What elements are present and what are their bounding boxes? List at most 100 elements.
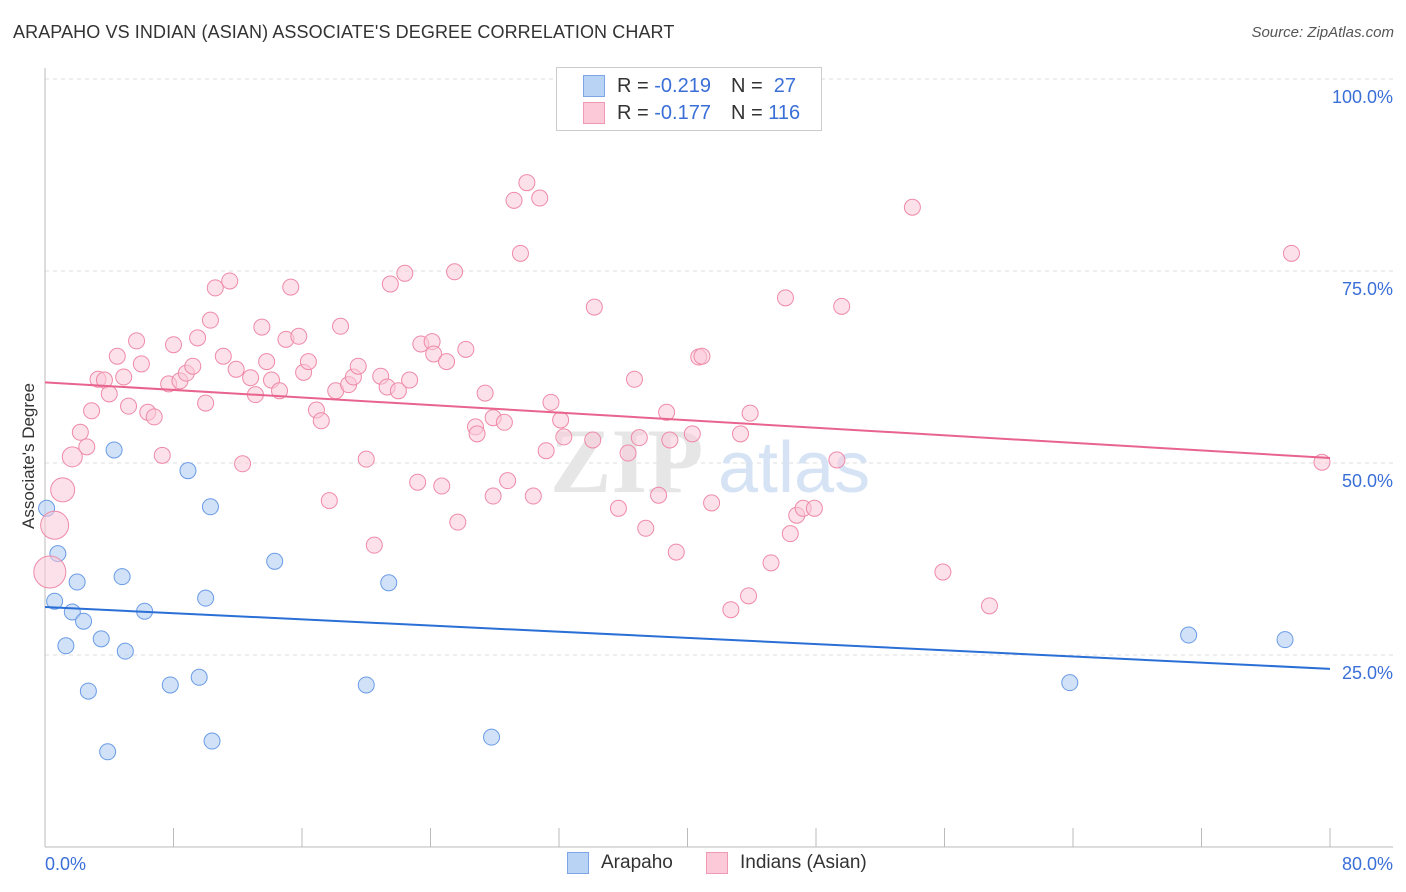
indian-point bbox=[50, 477, 76, 503]
indian-point bbox=[833, 297, 851, 315]
arapaho-point bbox=[79, 682, 97, 700]
indian-point bbox=[409, 473, 427, 491]
arapaho-point bbox=[203, 732, 221, 750]
indian-point bbox=[365, 536, 383, 554]
indian-point bbox=[153, 446, 171, 464]
arapaho-point bbox=[201, 498, 219, 516]
indian-point bbox=[425, 345, 443, 363]
indian-point bbox=[518, 174, 536, 192]
indian-point bbox=[805, 499, 823, 517]
indian-point bbox=[40, 510, 70, 540]
indian-point bbox=[201, 311, 219, 329]
indian-point bbox=[741, 404, 759, 422]
y-tick-label: 25.0% bbox=[1342, 663, 1393, 683]
indian-point bbox=[446, 263, 464, 281]
arapaho-point bbox=[161, 676, 179, 694]
indian-point bbox=[585, 298, 603, 316]
indian-point bbox=[552, 411, 570, 429]
indian-point bbox=[722, 601, 740, 619]
arapaho-point bbox=[105, 441, 123, 459]
legend-row-arapaho: R = -0.219 N = 27 bbox=[583, 74, 796, 98]
r-label: R = bbox=[617, 74, 649, 97]
arapaho-trend-line bbox=[44, 606, 1331, 670]
arapaho-point bbox=[357, 676, 375, 694]
indian-point bbox=[221, 272, 239, 290]
arapaho-point bbox=[92, 630, 110, 648]
arapaho-point bbox=[1180, 626, 1198, 644]
indian-point bbox=[33, 555, 67, 589]
indian-point bbox=[457, 340, 475, 358]
indian-point bbox=[282, 278, 300, 296]
x-tick-label: 80.0% bbox=[1342, 854, 1393, 874]
arapaho-point bbox=[46, 592, 64, 610]
indian-point bbox=[661, 431, 679, 449]
indian-point bbox=[667, 543, 685, 561]
indian-point bbox=[762, 554, 780, 572]
indian-point bbox=[271, 382, 289, 400]
indian-point bbox=[828, 451, 846, 469]
indian-point bbox=[227, 360, 245, 378]
indian-point bbox=[234, 455, 252, 473]
indian-point bbox=[189, 329, 207, 347]
arapaho-point bbox=[197, 589, 215, 607]
bottom-legend-arapaho: Arapaho bbox=[567, 852, 673, 874]
indian-point bbox=[132, 355, 150, 373]
arapaho-point bbox=[1061, 674, 1079, 692]
indian-point bbox=[83, 402, 101, 420]
indian-point bbox=[776, 289, 794, 307]
indian-point bbox=[658, 403, 676, 421]
arapaho-point bbox=[190, 668, 208, 686]
indian-point bbox=[1282, 244, 1300, 262]
indian-point bbox=[630, 429, 648, 447]
indian-point bbox=[499, 472, 517, 490]
series-name: Indians (Asian) bbox=[740, 852, 867, 873]
indian-point bbox=[100, 385, 118, 403]
indian-point bbox=[484, 487, 502, 505]
y-tick-label: 100.0% bbox=[1332, 87, 1393, 107]
indian-point bbox=[320, 492, 338, 510]
indian-point bbox=[468, 425, 486, 443]
arapaho-point bbox=[99, 743, 117, 761]
indian-point bbox=[128, 332, 146, 350]
indian-point bbox=[531, 189, 549, 207]
indian-point bbox=[145, 408, 163, 426]
indian-point bbox=[242, 369, 260, 387]
indian-point bbox=[625, 370, 643, 388]
source-label: Source: ZipAtlas.com bbox=[1251, 24, 1394, 41]
r-value: -0.177 bbox=[654, 101, 711, 124]
arapaho-swatch bbox=[567, 852, 589, 874]
indian-point bbox=[511, 244, 529, 262]
chart-title: ARAPAHO VS INDIAN (ASIAN) ASSOCIATE'S DE… bbox=[13, 22, 675, 42]
indian-point bbox=[619, 444, 637, 462]
arapaho-swatch bbox=[583, 75, 605, 97]
y-tick-label: 50.0% bbox=[1342, 471, 1393, 491]
indian-point bbox=[980, 597, 998, 615]
indian-point bbox=[108, 347, 126, 365]
indian-point bbox=[165, 336, 182, 354]
y-tick-label: 75.0% bbox=[1342, 279, 1393, 299]
indian-point bbox=[542, 393, 560, 411]
arapaho-point bbox=[380, 574, 398, 592]
indian-point bbox=[349, 357, 367, 375]
arapaho-point bbox=[483, 728, 501, 746]
indian-point bbox=[732, 425, 750, 443]
indian-point bbox=[120, 397, 138, 415]
indian-point bbox=[381, 275, 399, 293]
indian-point bbox=[184, 357, 202, 375]
legend-row-indian: R = -0.177 N = 116 bbox=[583, 101, 800, 125]
indian-point bbox=[650, 486, 668, 504]
arapaho-point bbox=[75, 612, 93, 630]
series-name: Arapaho bbox=[601, 852, 673, 873]
indian-point bbox=[71, 423, 89, 441]
arapaho-point bbox=[179, 462, 197, 480]
n-label: N = bbox=[730, 74, 763, 97]
indian-point bbox=[781, 525, 799, 543]
r-label: R = bbox=[617, 101, 649, 124]
arapaho-point bbox=[1276, 631, 1294, 649]
indian-point bbox=[637, 519, 655, 537]
indian-point bbox=[934, 563, 952, 581]
indian-point bbox=[389, 382, 407, 400]
indian-point bbox=[537, 442, 555, 460]
indian-point bbox=[609, 499, 627, 517]
